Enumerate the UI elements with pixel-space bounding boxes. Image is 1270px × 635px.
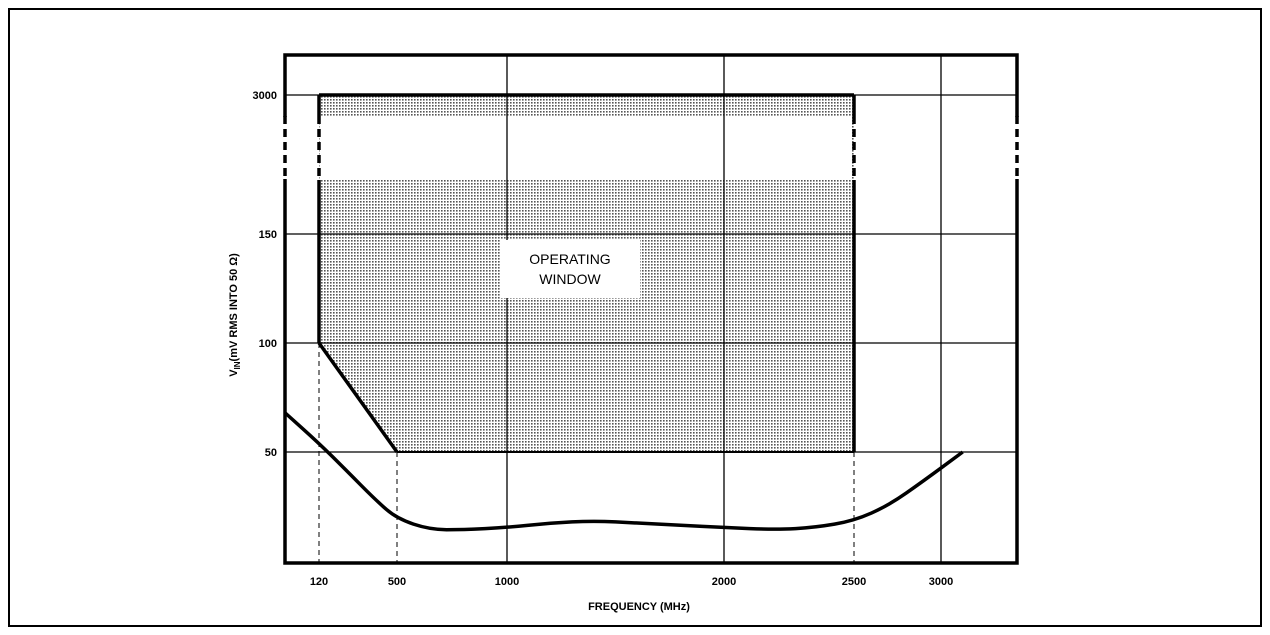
series-layer [283,411,964,532]
x-tick-label-3000: 3000 [929,576,953,588]
y-tick-label-100: 100 [259,338,277,350]
y-tick-label-50: 50 [265,447,277,459]
x-tick-label-2500: 2500 [842,576,866,588]
x-tick-label-500: 500 [388,576,406,588]
annotation-box [500,240,640,298]
x-tick-label-1000: 1000 [495,576,519,588]
annotation-line-1: OPERATING [529,251,610,267]
x-tick-label-2000: 2000 [712,576,736,588]
figure-frame [8,8,1262,627]
plot-frame [283,53,1019,565]
label-layer: 120 500 1000 2000 2500 3000 50 100 150 3000 FREQUE… [228,90,953,613]
y-tick-label-3000: 3000 [253,90,277,102]
x-tick-label-120: 120 [310,576,328,588]
window-corner-line [317,341,399,454]
y-tick-label-150: 150 [259,229,277,241]
y-axis-label: VIN(mV RMS INTO 50 Ω) [228,253,242,377]
sensitivity-curve-0 [283,411,964,532]
annotation-line-2: WINDOW [539,271,601,287]
grid-layer [282,53,1020,565]
axis-break-band [321,116,852,180]
x-axis-label: FREQUENCY (MHz) [588,601,690,613]
